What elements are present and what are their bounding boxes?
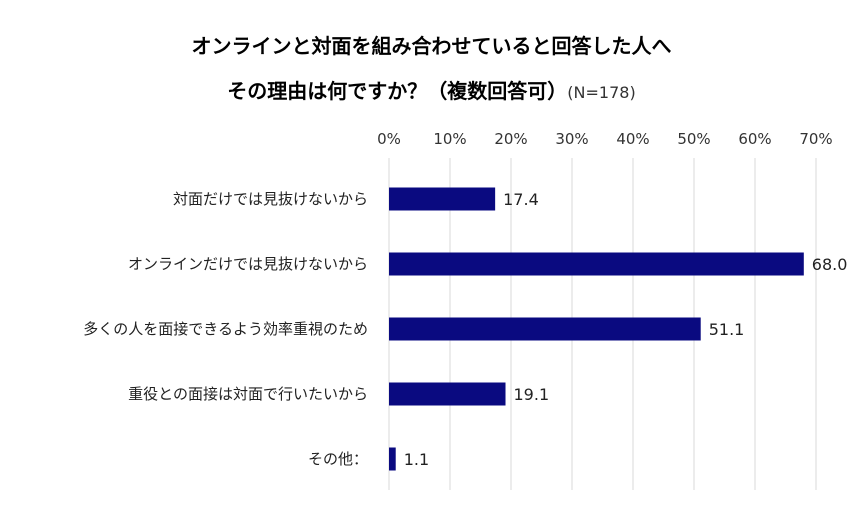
bar	[389, 447, 396, 471]
x-tick-label: 40%	[616, 130, 649, 148]
category-labels: 対面だけでは見抜けないからオンラインだけでは見抜けないから多くの人を面接できるよ…	[83, 190, 368, 468]
data-label: 17.4	[503, 190, 539, 209]
data-label: 51.1	[709, 320, 745, 339]
bar	[389, 317, 701, 341]
x-tick-label: 70%	[799, 130, 832, 148]
chart-title-line1: オンラインと対面を組み合わせていると回答した人へ	[191, 34, 672, 58]
data-label: 19.1	[514, 385, 550, 404]
bar	[389, 252, 804, 276]
x-tick-label: 30%	[555, 130, 588, 148]
bars	[389, 187, 804, 471]
category-label: その他：	[308, 450, 368, 468]
x-tick-label: 50%	[677, 130, 710, 148]
bar	[389, 187, 496, 211]
data-label: 1.1	[404, 450, 429, 469]
category-label: 対面だけでは見抜けないから	[173, 190, 368, 208]
x-tick-label: 60%	[738, 130, 771, 148]
x-tick-label: 0%	[377, 130, 401, 148]
category-label: オンラインだけでは見抜けないから	[128, 255, 368, 273]
x-axis-ticks: 0% 10% 20% 30% 40% 50% 60% 70%	[377, 130, 833, 148]
sample-size-note: (N=178)	[567, 83, 636, 102]
x-tick-label: 10%	[433, 130, 466, 148]
category-label: 重役との面接は対面で行いたいから	[128, 385, 368, 403]
chart-title-line2: その理由は何ですか？（複数回答可）	[227, 79, 568, 103]
data-label: 68.0	[812, 255, 848, 274]
category-label: 多くの人を面接できるよう効率重視のため	[83, 320, 368, 338]
chart-title-line2-wrap: その理由は何ですか？（複数回答可）(N=178)	[0, 75, 863, 104]
value-labels: 17.4 68.0 51.1 19.1 1.1	[404, 190, 848, 469]
x-tick-label: 20%	[494, 130, 527, 148]
bar	[389, 382, 506, 406]
